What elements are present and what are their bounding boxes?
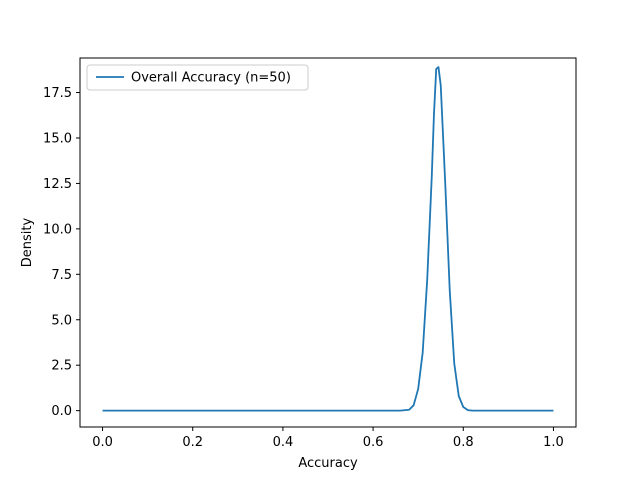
y-tick-label: 2.5 xyxy=(51,359,72,374)
x-axis-label: Accuracy xyxy=(298,456,358,471)
x-tick-label: 0.6 xyxy=(363,435,384,450)
y-tick-label: 0.0 xyxy=(51,404,72,419)
plot-frame xyxy=(79,57,577,428)
y-tick-label: 17.5 xyxy=(43,86,72,101)
plot-background xyxy=(80,58,576,427)
legend: Overall Accuracy (n=50) xyxy=(86,64,309,91)
y-tick-label: 7.5 xyxy=(51,268,72,283)
x-tick-label: 0.0 xyxy=(92,435,113,450)
x-tick-label: 1.0 xyxy=(543,435,564,450)
ticks-layer: 0.0 0.2 0.4 0.6 0.8 1.0 0.0 2.5 5.0 7.5 10.0 12.5 15… xyxy=(43,86,564,450)
y-tick-label: 15.0 xyxy=(43,131,72,146)
x-tick-label: 0.4 xyxy=(273,435,294,450)
x-tick-label: 0.8 xyxy=(453,435,474,450)
y-axis-label: Density xyxy=(20,217,35,267)
legend-label: Overall Accuracy (n=50) xyxy=(131,71,291,86)
x-tick-label: 0.2 xyxy=(182,435,203,450)
y-tick-label: 12.5 xyxy=(43,177,72,192)
series-layer xyxy=(102,66,554,412)
y-tick-label: 10.0 xyxy=(43,222,72,237)
series-line-0 xyxy=(102,66,554,412)
legend-box xyxy=(86,64,309,91)
y-tick-label: 5.0 xyxy=(51,313,72,328)
